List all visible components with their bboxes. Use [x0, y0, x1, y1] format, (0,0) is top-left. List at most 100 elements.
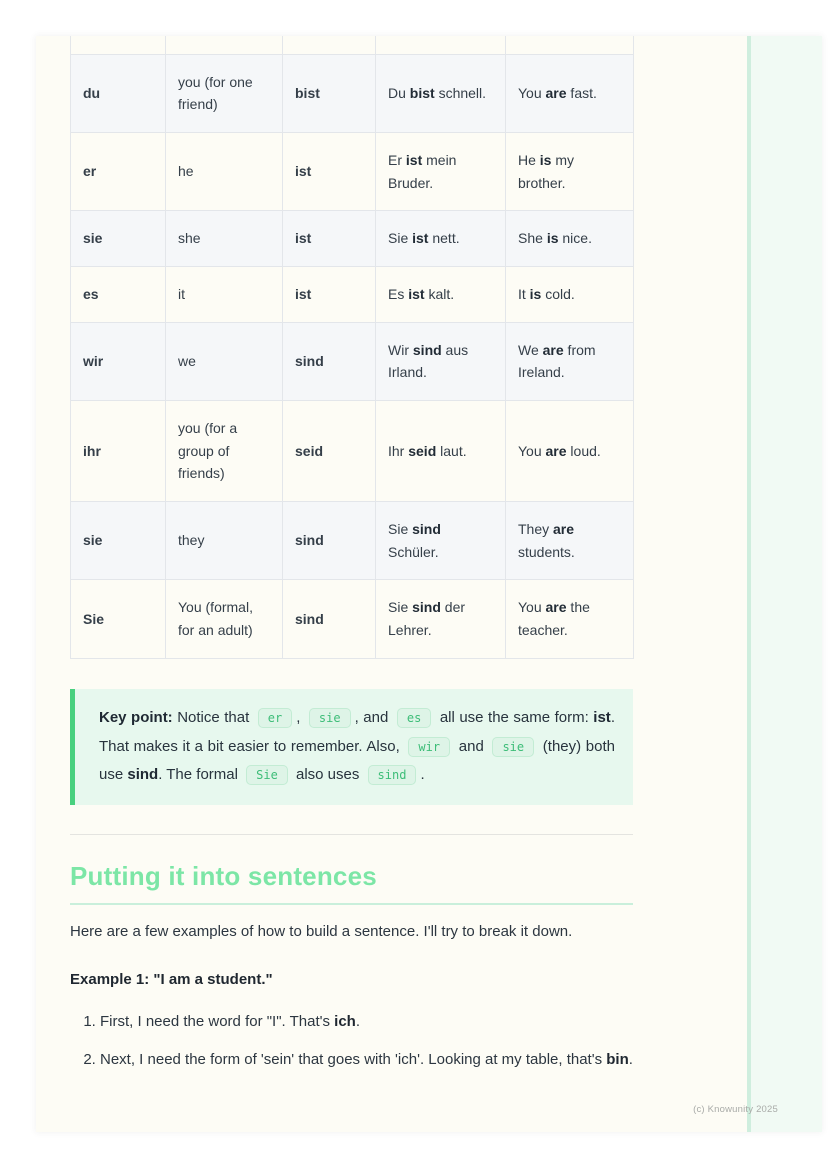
- table-cell-empty: [505, 36, 634, 55]
- cell-pronoun: sie: [70, 500, 166, 581]
- inline-code-chip: sie: [492, 736, 535, 757]
- text: Schüler.: [388, 543, 439, 560]
- text: Er: [388, 151, 406, 168]
- text: Sie: [388, 599, 413, 616]
- table-row: es it ist Es ist kalt. It is cold.: [70, 265, 634, 323]
- example-title: Example 1: "I am a student.": [70, 970, 273, 988]
- cell-example-german: Er ist mein Bruder.: [375, 131, 506, 212]
- text: Notice that: [172, 708, 254, 726]
- bold-text: sind: [412, 599, 441, 616]
- bold-text: are: [553, 520, 575, 537]
- bold-text: sind: [412, 341, 442, 358]
- text: der Lehrer.: [388, 599, 466, 638]
- text: kalt.: [424, 285, 455, 302]
- text: nett.: [428, 230, 460, 247]
- bold-text: are: [545, 599, 567, 616]
- cell-meaning: she: [165, 210, 283, 267]
- text: Du: [388, 84, 410, 101]
- bold-text: bist: [409, 84, 435, 101]
- page-edge-rule: [747, 36, 751, 1132]
- table-row: ihr you (for a group of friends) seid Ihr s…: [70, 399, 634, 502]
- text: You: [518, 84, 546, 101]
- table-row: du you (for one friend) bist Du bist schnel…: [70, 53, 634, 133]
- table-row: wir we sind Wir sind aus Irland. We are from…: [70, 321, 634, 401]
- page-margin-strip: [751, 36, 822, 1132]
- inline-code-chip: er: [257, 707, 293, 728]
- text: also uses: [291, 766, 364, 784]
- text: aus Irland.: [388, 341, 469, 381]
- text: .: [628, 1051, 633, 1069]
- cell-pronoun: du: [70, 53, 166, 133]
- cell-form: sind: [282, 321, 376, 401]
- table-row: sie she ist Sie ist nett. She is nice.: [70, 210, 634, 267]
- bold-text: ist: [408, 285, 425, 302]
- text: He: [518, 151, 540, 168]
- table-cell-empty: [70, 36, 166, 55]
- intro-paragraph: Here are a few examples of how to build …: [70, 923, 573, 941]
- cell-form: ist: [282, 131, 376, 212]
- text: laut.: [436, 442, 467, 459]
- cell-meaning: you (for one friend): [165, 53, 283, 133]
- cell-meaning: he: [165, 131, 283, 212]
- inline-code-chip: es: [396, 707, 432, 728]
- text: nice.: [558, 230, 592, 247]
- cell-form: ist: [282, 210, 376, 267]
- text: (they) both use: [99, 737, 615, 784]
- cell-meaning: they: [165, 500, 283, 581]
- cell-meaning: it: [165, 265, 283, 323]
- text: Sie: [388, 230, 413, 247]
- cell-example-english: He is my brother.: [505, 131, 634, 212]
- cell-example-german: Sie sind der Lehrer.: [375, 579, 506, 659]
- table-row: sie they sind Sie sind Schüler. They are stu…: [70, 500, 634, 581]
- text: , and: [354, 708, 393, 726]
- example-step: First, I need the word for "I". That's i…: [100, 1010, 633, 1033]
- text: fast.: [566, 84, 597, 101]
- bold-text: is: [546, 230, 559, 247]
- bold-text: are: [545, 84, 567, 101]
- cell-example-german: Sie ist nett.: [375, 210, 506, 267]
- cell-pronoun: ihr: [70, 399, 166, 502]
- text: Ihr: [388, 442, 409, 459]
- bold-text: ist: [405, 151, 423, 168]
- bold-text: ist: [412, 230, 429, 247]
- watermark: (c) Knowunity 2025: [693, 1104, 778, 1115]
- text: First, I need the word for "I". That's: [100, 1012, 335, 1030]
- key-point-text: Key point: Notice that er, sie, and es a…: [99, 704, 615, 791]
- text: from Ireland.: [518, 341, 596, 381]
- cell-example-english: She is nice.: [505, 210, 634, 267]
- text: loud.: [566, 442, 601, 459]
- text: She: [518, 230, 547, 247]
- document-content: du you (for one friend) bist Du bist schnel…: [70, 36, 634, 1086]
- text: . That makes it a bit easier to remember…: [99, 708, 615, 755]
- cell-example-german: Ihr seid laut.: [375, 399, 506, 502]
- text: schnell.: [434, 84, 487, 101]
- bold-text: are: [542, 341, 564, 358]
- section-divider: [70, 834, 633, 836]
- bold-text: is: [529, 285, 542, 302]
- text: all use the same form:: [435, 708, 594, 726]
- cell-pronoun: er: [70, 131, 166, 212]
- text: cold.: [541, 285, 575, 302]
- table-cell-empty: [282, 36, 376, 55]
- bold-text: bin: [606, 1051, 629, 1069]
- table-row: er he ist Er ist mein Bruder. He is my broth…: [70, 131, 634, 212]
- bold-text: seid: [408, 442, 437, 459]
- cell-pronoun: wir: [70, 321, 166, 401]
- document-page: du you (for one friend) bist Du bist schnel…: [36, 36, 822, 1132]
- text: Sie: [388, 520, 413, 537]
- cell-meaning: you (for a group of friends): [165, 399, 283, 502]
- inline-code-chip: sind: [367, 765, 417, 786]
- table-cell-empty: [165, 36, 283, 55]
- cell-example-german: Du bist schnell.: [375, 53, 506, 133]
- example-step: Next, I need the form of 'sein' that goe…: [100, 1048, 633, 1071]
- cell-example-english: They are students.: [505, 500, 634, 581]
- text: .: [355, 1012, 361, 1030]
- cell-form: bist: [282, 53, 376, 133]
- text: We: [518, 341, 543, 358]
- text: It: [518, 285, 530, 302]
- cell-example-english: You are loud.: [505, 399, 634, 502]
- cell-example-english: It is cold.: [505, 265, 634, 323]
- bold-text: are: [545, 442, 567, 459]
- bold-text: Key point:: [99, 708, 173, 726]
